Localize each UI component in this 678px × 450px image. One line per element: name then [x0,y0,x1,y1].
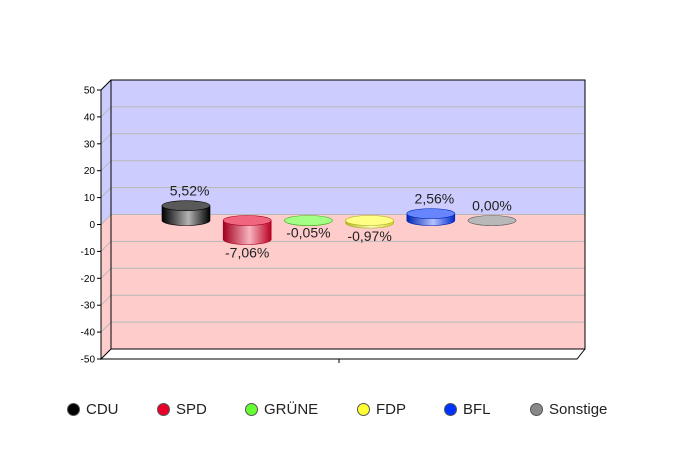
gridline-side [100,187,112,198]
legend-item-cdu: CDU [67,401,119,418]
bar-top [161,200,211,211]
positive-area [111,80,585,215]
legend-swatch [444,403,457,416]
data-label: -0,05% [286,225,330,241]
gridline-side [100,106,112,118]
legend-label: FDP [376,401,406,418]
y-tick-label: 20 [84,166,96,177]
legend-swatch [245,403,258,416]
bar-spd [222,215,272,245]
side-wall-negative [101,214,111,359]
legend-item-bfl: BFL [444,401,491,418]
legend-item-spd: SPD [157,401,207,418]
bar-top [345,215,394,226]
bar-cdu [161,200,211,226]
bar-body [161,205,211,226]
gridline-side [100,241,112,252]
y-tick-label: -30 [81,301,96,312]
y-tick-label: 30 [84,139,96,150]
y-tick-label: -50 [81,355,96,366]
y-tick-label: 0 [89,220,95,231]
data-label: 5,52% [170,183,210,199]
gridline-side [100,133,112,145]
y-tick-label: 10 [84,193,96,204]
legend-swatch [530,403,543,416]
bar-top [284,215,333,226]
bar-top [467,215,517,226]
negative-area [111,214,585,349]
y-tick-label: 40 [84,112,96,123]
y-tick-label: -40 [81,328,96,339]
legend-swatch [67,403,80,416]
legend-item-fdp: FDP [357,401,406,418]
bar-grüne [284,215,333,226]
legend-label: CDU [86,401,119,418]
bar-sonstige [467,215,517,226]
gridline-side [100,160,112,172]
data-label: 2,56% [415,191,455,207]
legend-label: SPD [176,401,207,418]
side-wall-positive [101,80,111,225]
floor-frame [101,348,586,360]
y-tick-label: 50 [84,86,96,97]
data-label: 0,00% [472,198,512,214]
data-label: -7,06% [225,244,269,260]
gridline-side [100,294,112,306]
gridline-side [100,321,112,333]
legend-item-grüne: GRÜNE [245,401,318,418]
bar-top [222,215,272,226]
y-tick-label: -20 [81,274,96,285]
back-wall-frame [110,79,586,350]
bar-fdp [345,215,394,229]
legend-label: GRÜNE [264,401,319,418]
data-label: -0,97% [347,228,391,244]
bar-body [222,220,272,245]
legend-label: BFL [463,401,491,418]
bar-bfl [406,208,456,226]
legend-item-sonstige: Sonstige [530,401,607,418]
legend-swatch [357,403,370,416]
gridline-side [100,214,112,225]
y-tick-label: -10 [81,247,96,258]
legend: CDU SPD GRÜNE FDP BFL Sonstige [0,401,678,421]
bar-top [406,208,456,219]
legend-swatch [157,403,170,416]
gridline-side [100,267,112,279]
legend-label: Sonstige [549,401,608,418]
